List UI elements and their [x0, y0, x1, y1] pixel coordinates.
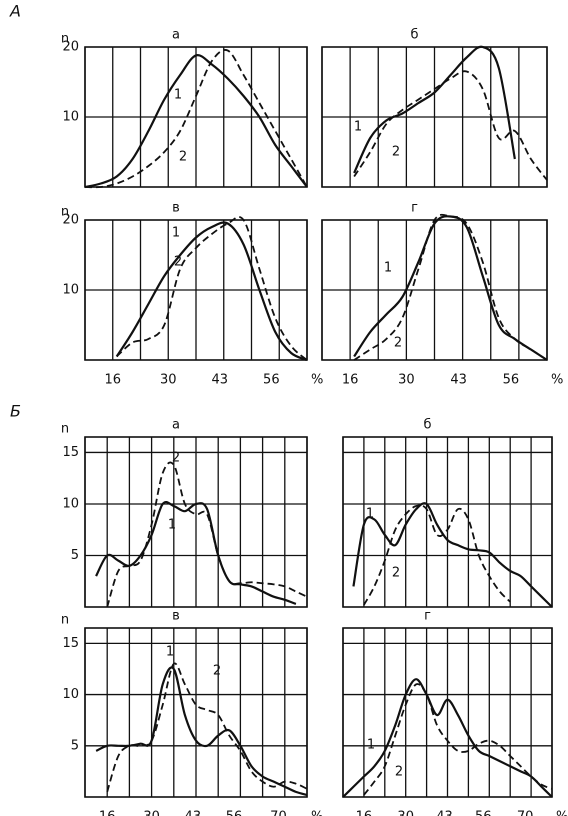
x-tick-label: 56: [503, 373, 520, 388]
data-line: [84, 49, 308, 189]
x-tick-label: 70: [517, 810, 534, 816]
y-tick-label: 5: [71, 738, 79, 753]
chart-title: г: [424, 609, 431, 624]
data-line: [115, 221, 308, 362]
y-axis-label: n: [61, 613, 69, 628]
x-tick-label: 30: [397, 810, 414, 816]
data-line: [106, 662, 308, 793]
curve-label: 2: [392, 145, 400, 160]
chart-title: б: [423, 418, 431, 433]
x-tick-label: 56: [475, 810, 492, 816]
y-axis-label: n: [61, 422, 69, 437]
data-line: [363, 504, 511, 606]
chart-title: а: [172, 28, 180, 43]
y-tick-label: 5: [71, 548, 79, 563]
curve-label: 2: [394, 336, 402, 351]
curve-label: 1: [166, 645, 174, 660]
y-tick-label: 10: [62, 687, 79, 702]
x-tick-label: 43: [436, 810, 453, 816]
data-line: [352, 502, 553, 608]
y-axis-label: n: [61, 205, 69, 220]
x-tick-label: 16: [342, 373, 359, 388]
data-line: [84, 54, 308, 189]
x-tick-label: 30: [398, 373, 415, 388]
curve-label: 1: [384, 261, 392, 276]
section-label: Б: [10, 402, 21, 421]
curve-label: 1: [366, 507, 374, 522]
section-label: А: [9, 2, 21, 21]
x-tick-label: 16: [356, 810, 373, 816]
y-axis-label: n: [61, 32, 69, 47]
y-tick-label: 15: [62, 445, 79, 460]
data-line: [95, 666, 308, 797]
curve-label: 1: [168, 518, 176, 533]
curve-label: 2: [172, 451, 180, 466]
x-tick-label: 43: [185, 810, 202, 816]
curve-label: 1: [174, 88, 182, 103]
x-tick-label: 16: [99, 810, 116, 816]
chart-title: б: [410, 28, 418, 43]
x-tick-label: 70: [270, 810, 287, 816]
x-unit: %: [311, 373, 323, 388]
data-line: [116, 216, 308, 361]
curve-label: 2: [179, 150, 187, 165]
x-tick-label: 56: [263, 373, 280, 388]
x-tick-label: 30: [143, 810, 160, 816]
x-tick-label: 16: [104, 373, 121, 388]
curve-label: 2: [392, 566, 400, 581]
chart-title: в: [172, 201, 180, 216]
curve-label: 1: [354, 120, 362, 135]
y-tick-label: 10: [62, 283, 79, 298]
x-unit: %: [556, 810, 568, 816]
data-line: [106, 461, 308, 608]
chart-title: в: [172, 609, 180, 624]
curve-label: 1: [172, 226, 180, 241]
y-tick-label: 10: [62, 110, 79, 125]
y-tick-label: 20: [62, 40, 79, 55]
data-line: [353, 213, 548, 361]
y-tick-label: 20: [62, 213, 79, 228]
chart-title: г: [411, 201, 418, 216]
x-unit: %: [551, 373, 563, 388]
x-tick-label: 30: [160, 373, 177, 388]
x-unit: %: [311, 810, 323, 816]
x-tick-label: 56: [226, 810, 243, 816]
curve-label: 2: [174, 255, 182, 270]
data-line: [353, 70, 548, 181]
data-line: [342, 678, 553, 798]
y-tick-label: 10: [62, 496, 79, 511]
y-tick-label: 15: [62, 636, 79, 651]
data-line: [353, 215, 548, 361]
curve-label: 2: [395, 765, 403, 780]
x-tick-label: 43: [450, 373, 467, 388]
curve-label: 1: [367, 738, 375, 753]
chart-title: а: [172, 418, 180, 433]
curve-label: 2: [213, 664, 221, 679]
data-line: [363, 683, 553, 796]
x-tick-label: 43: [212, 373, 229, 388]
data-line: [353, 45, 516, 174]
